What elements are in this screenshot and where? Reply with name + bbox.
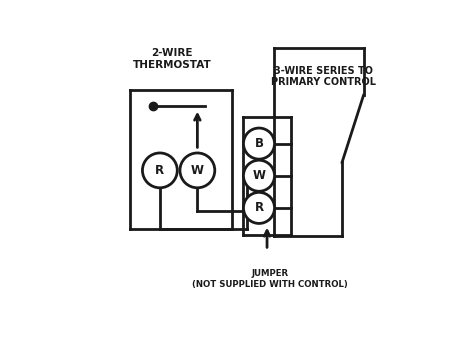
Circle shape bbox=[244, 128, 274, 159]
Circle shape bbox=[244, 192, 274, 223]
Text: R: R bbox=[255, 201, 264, 214]
Circle shape bbox=[143, 153, 177, 188]
Text: W: W bbox=[191, 164, 204, 177]
Text: 3-WIRE SERIES TO
PRIMARY CONTROL: 3-WIRE SERIES TO PRIMARY CONTROL bbox=[271, 66, 376, 87]
Circle shape bbox=[244, 160, 274, 191]
Text: B: B bbox=[255, 137, 264, 150]
Text: 2-WIRE
THERMOSTAT: 2-WIRE THERMOSTAT bbox=[133, 48, 211, 70]
Text: JUMPER
(NOT SUPPLIED WITH CONTROL): JUMPER (NOT SUPPLIED WITH CONTROL) bbox=[192, 269, 347, 288]
Text: R: R bbox=[155, 164, 164, 177]
Text: W: W bbox=[253, 169, 265, 182]
Circle shape bbox=[180, 153, 215, 188]
